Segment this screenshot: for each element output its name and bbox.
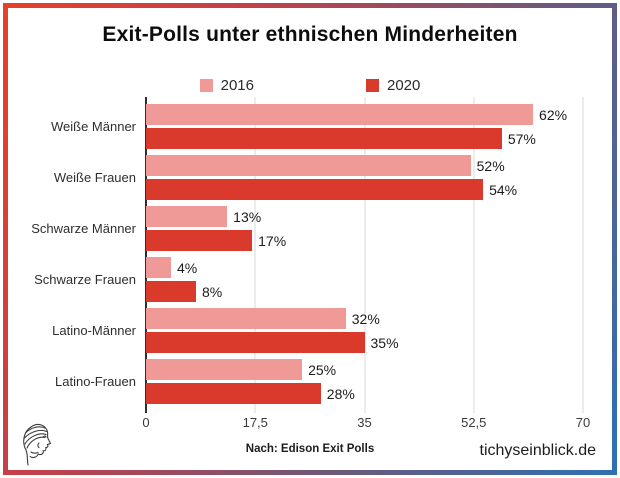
value-label: 25% — [308, 361, 337, 378]
classical-head-profile-logo — [23, 423, 52, 466]
bar-2016 — [146, 308, 346, 329]
bar-2016 — [146, 206, 228, 227]
bar-group: 62% 57% — [146, 104, 583, 149]
value-label: 32% — [351, 310, 380, 327]
value-label: 54% — [489, 181, 518, 198]
x-tick-label: 70 — [575, 415, 591, 430]
chart-rows: Weiße Männer 62% 57% Weiße Frauen 52% 54% Schw… — [16, 97, 584, 413]
bar-2016 — [146, 257, 171, 278]
chart-row: Latino-Frauen 25% 28% — [16, 356, 583, 407]
gridline — [473, 97, 475, 413]
bar-group: 25% 28% — [146, 359, 583, 404]
bar-2020 — [146, 128, 502, 149]
value-label: 13% — [233, 208, 262, 225]
bar-group: 13% 17% — [146, 206, 583, 251]
bar-line: 57% — [146, 128, 583, 149]
category-label: Latino-Männer — [52, 323, 136, 338]
value-label: 35% — [370, 334, 399, 351]
legend-swatch — [366, 78, 379, 92]
bar-line: 25% — [146, 359, 583, 380]
x-tick-label: 17,5 — [242, 415, 268, 430]
value-label: 28% — [326, 385, 355, 402]
bar-2020 — [146, 383, 321, 404]
category-label: Latino-Frauen — [55, 374, 136, 389]
infographic-frame: Exit-Polls unter ethnischen Minderheiten… — [3, 3, 617, 475]
value-label: 17% — [258, 232, 287, 249]
bar-group: 32% 35% — [146, 308, 583, 353]
legend-label: 2020 — [387, 76, 421, 94]
category-label: Schwarze Männer — [31, 221, 136, 236]
value-label: 62% — [539, 106, 568, 123]
value-label: 52% — [476, 157, 505, 174]
chart-row: Schwarze Frauen 4% 8% — [16, 254, 583, 305]
bar-line: 54% — [146, 179, 583, 200]
bar-2016 — [146, 359, 303, 380]
value-label: 8% — [201, 283, 223, 300]
chart-legend: 2016 2020 — [8, 76, 612, 94]
bar-line: 17% — [146, 230, 583, 251]
gridline — [582, 97, 584, 413]
legend-swatch — [199, 78, 213, 92]
category-label: Weiße Frauen — [53, 170, 136, 185]
gridline — [364, 97, 365, 413]
bar-line: 4% — [146, 257, 583, 278]
bar-group: 52% 54% — [146, 155, 583, 200]
bar-chart: Weiße Männer 62% 57% Weiße Frauen 52% 54% Schw… — [16, 97, 590, 435]
bar-2020 — [146, 179, 484, 200]
source-note: Nach: Edison Exit Polls — [245, 443, 375, 455]
legend-item: 2020 — [366, 77, 420, 94]
bar-line: 8% — [146, 281, 583, 302]
x-tick-label: 0 — [142, 415, 150, 430]
page-title: Exit-Polls unter ethnischen Minderheiten — [102, 23, 518, 46]
bar-2020 — [146, 332, 365, 353]
x-tick-label: 35 — [357, 415, 372, 430]
y-axis-line — [145, 97, 147, 413]
legend-item: 2016 — [199, 76, 254, 94]
value-label: 4% — [176, 259, 198, 276]
x-axis: 0 17,5 35 52,5 70 — [142, 415, 590, 435]
chart-row: Latino-Männer 32% 35% — [16, 305, 583, 356]
bar-2016 — [146, 155, 471, 176]
bar-line: 62% — [146, 104, 583, 125]
bar-group: 4% 8% — [146, 257, 583, 302]
chart-row: Weiße Männer 62% 57% — [16, 101, 583, 152]
x-tick-label: 52,5 — [461, 415, 487, 430]
bar-line: 28% — [146, 383, 583, 404]
legend-label: 2016 — [220, 76, 254, 94]
chart-gridlines — [145, 97, 584, 413]
value-label: 57% — [507, 130, 536, 147]
gridline — [254, 97, 256, 413]
bar-line: 52% — [146, 155, 583, 176]
bar-line: 13% — [146, 206, 583, 227]
chart-row: Schwarze Männer 13% 17% — [16, 203, 583, 254]
bar-2020 — [146, 230, 253, 251]
category-label: Weiße Männer — [50, 119, 136, 134]
bar-line: 35% — [146, 332, 583, 353]
site-name: tichyseinblick.de — [479, 442, 597, 459]
bar-2016 — [146, 104, 534, 125]
bar-2020 — [146, 281, 196, 302]
chart-row: Weiße Frauen 52% 54% — [16, 152, 583, 203]
category-label: Schwarze Frauen — [34, 272, 136, 287]
bar-line: 32% — [146, 308, 583, 329]
